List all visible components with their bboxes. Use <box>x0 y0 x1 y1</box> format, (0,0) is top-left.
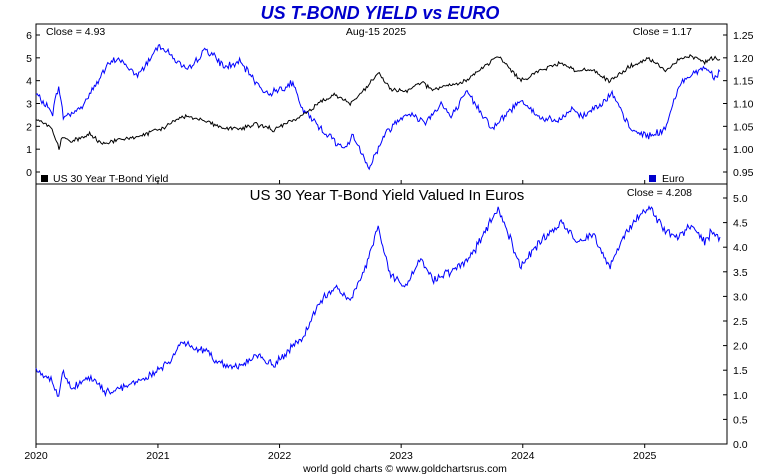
euro-legend-swatch <box>649 175 656 182</box>
x-tick-label-3: 2023 <box>389 450 413 462</box>
tbond-legend-swatch <box>41 175 48 182</box>
left-tick-label-5: 5 <box>26 53 32 65</box>
left-tick-label-1: 1 <box>26 144 32 156</box>
valued-tick-label-0: 0.0 <box>733 439 748 451</box>
euro-tick-label-6: 1.25 <box>733 30 754 42</box>
left-tick-label-0: 0 <box>26 167 32 179</box>
euro-legend-label: Euro <box>662 173 684 185</box>
chart-title: US T-BOND YIELD vs EURO <box>261 3 500 23</box>
euro-tick-label-2: 1.05 <box>733 121 754 133</box>
valued-tick-label-7: 3.5 <box>733 267 748 279</box>
x-axis-ticks: 2020 2021 2022 2023 2024 2025 <box>24 180 657 462</box>
x-tick-label-4: 2024 <box>511 450 535 462</box>
top-series-group <box>35 44 721 171</box>
top-right-axis-ticks: 0.95 1.00 1.05 1.10 1.15 1.20 1.25 <box>723 30 754 179</box>
top-panel-frame <box>35 23 728 185</box>
left-tick-label-2: 2 <box>26 121 32 133</box>
valued-tick-label-8: 4.0 <box>733 242 748 254</box>
euro-tick-label-4: 1.15 <box>733 76 754 88</box>
valued-tick-label-6: 3.0 <box>733 291 748 303</box>
tbond-yield-line <box>35 53 721 150</box>
euro-line <box>35 44 721 171</box>
bottom-series-group <box>35 205 721 398</box>
valued-tick-label-9: 4.5 <box>733 218 748 230</box>
valued-tick-label-3: 1.5 <box>733 365 748 377</box>
valued-tick-label-4: 2.0 <box>733 341 748 353</box>
left-tick-label-4: 4 <box>26 76 32 88</box>
euro-tick-label-0: 0.95 <box>733 167 754 179</box>
x-tick-label-1: 2021 <box>146 450 170 462</box>
tbond-close-annotation: Close = 4.93 <box>46 26 105 38</box>
date-annotation: Aug-15 2025 <box>346 26 406 38</box>
x-tick-label-0: 2020 <box>24 450 48 462</box>
valued-tick-label-1: 0.5 <box>733 414 748 426</box>
bottom-panel-title: US 30 Year T-Bond Yield Valued In Euros <box>250 187 525 204</box>
euro-tick-label-3: 1.10 <box>733 99 754 111</box>
valued-tick-label-2: 1.0 <box>733 390 748 402</box>
valued-in-euros-line <box>35 205 721 398</box>
bottom-right-axis-ticks: 0.0 0.5 1.0 1.5 2.0 2.5 3.0 3.5 4.0 4.5 5.0 <box>723 193 748 451</box>
bottom-panel-frame <box>35 183 728 445</box>
top-left-axis-ticks: 0 1 2 3 4 5 6 <box>26 30 40 179</box>
x-tick-label-2: 2022 <box>268 450 292 462</box>
tbond-legend-label: US 30 Year T-Bond Yield <box>53 173 169 185</box>
left-tick-label-3: 3 <box>26 99 32 111</box>
left-tick-label-6: 6 <box>26 30 32 42</box>
euro-tick-label-5: 1.20 <box>733 53 754 65</box>
valued-close-annotation: Close = 4.208 <box>627 187 692 199</box>
valued-tick-label-10: 5.0 <box>733 193 748 205</box>
x-tick-label-5: 2025 <box>633 450 657 462</box>
valued-tick-label-5: 2.5 <box>733 316 748 328</box>
footer-credit: world gold charts © www.goldchartsrus.co… <box>302 463 507 475</box>
euro-close-annotation: Close = 1.17 <box>633 26 692 38</box>
euro-tick-label-1: 1.00 <box>733 144 754 156</box>
